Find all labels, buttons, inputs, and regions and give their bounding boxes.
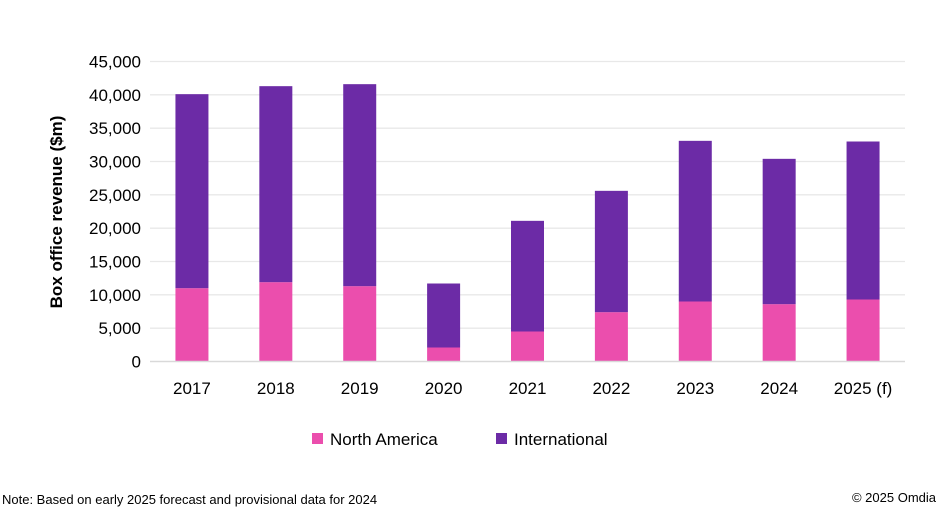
bar-north-america: [343, 286, 377, 362]
y-tick-label: 30,000: [89, 153, 141, 172]
x-tick-label: 2022: [592, 379, 630, 398]
x-tick-label: 2020: [425, 379, 463, 398]
bar-international: [343, 84, 377, 287]
x-tick-label: 2019: [341, 379, 379, 398]
y-tick-label: 45,000: [89, 53, 141, 72]
stacked-bar-chart: 0 5,000 10,000 15,000 20,000 25,000 30,000 35,0…: [47, 53, 905, 449]
y-tick-label: 0: [132, 353, 141, 372]
bar-north-america: [427, 347, 461, 362]
y-tick-label: 35,000: [89, 119, 141, 138]
bars: [175, 84, 880, 362]
y-axis-ticks: 0 5,000 10,000 15,000 20,000 25,000 30,000 35,0…: [89, 53, 141, 372]
bar-international: [427, 283, 461, 348]
y-axis-label: Box office revenue ($m): [47, 116, 66, 309]
bar-north-america: [175, 288, 209, 362]
footnote: Note: Based on early 2025 forecast and p…: [2, 492, 378, 507]
bar-international: [846, 141, 880, 300]
y-tick-label: 15,000: [89, 253, 141, 272]
x-tick-label: 2018: [257, 379, 295, 398]
bar-north-america: [762, 304, 796, 362]
legend-swatch: [496, 433, 507, 444]
bar-international: [594, 190, 628, 313]
legend-label: North America: [330, 430, 438, 449]
bar-international: [511, 220, 544, 332]
bar-international: [678, 140, 712, 302]
y-tick-label: 5,000: [98, 319, 141, 338]
bar-north-america: [846, 299, 880, 362]
bar-north-america: [259, 282, 293, 362]
bar-north-america: [511, 331, 544, 362]
bar-international: [175, 94, 209, 289]
x-axis-ticks: 2017 2018 2019 2020 2021 2022 2023 2024 2025 (f): [173, 379, 892, 398]
x-tick-label: 2023: [676, 379, 714, 398]
x-tick-label: 2025 (f): [834, 379, 893, 398]
copyright: © 2025 Omdia: [851, 490, 936, 505]
bar-north-america: [594, 312, 628, 362]
y-tick-label: 40,000: [89, 86, 141, 105]
legend: North America International: [312, 430, 608, 449]
x-tick-label: 2021: [509, 379, 547, 398]
x-tick-label: 2017: [173, 379, 211, 398]
x-tick-label: 2024: [760, 379, 798, 398]
y-tick-label: 25,000: [89, 186, 141, 205]
bar-international: [259, 86, 293, 283]
legend-label: International: [514, 430, 608, 449]
y-tick-label: 10,000: [89, 286, 141, 305]
y-tick-label: 20,000: [89, 219, 141, 238]
legend-swatch: [312, 433, 323, 444]
bar-international: [762, 158, 796, 305]
bar-north-america: [678, 301, 712, 362]
